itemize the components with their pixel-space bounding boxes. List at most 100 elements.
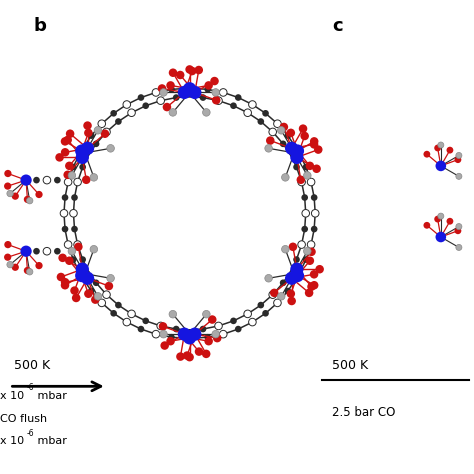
Circle shape bbox=[311, 210, 319, 217]
Circle shape bbox=[436, 161, 446, 171]
Circle shape bbox=[88, 132, 95, 139]
Text: -6: -6 bbox=[27, 383, 34, 392]
Circle shape bbox=[24, 196, 31, 203]
Circle shape bbox=[280, 280, 286, 286]
Circle shape bbox=[173, 326, 180, 332]
Circle shape bbox=[235, 94, 242, 101]
Circle shape bbox=[301, 194, 308, 201]
Circle shape bbox=[169, 310, 177, 318]
Circle shape bbox=[244, 109, 252, 117]
Circle shape bbox=[212, 89, 219, 96]
Circle shape bbox=[43, 176, 51, 184]
Circle shape bbox=[185, 353, 194, 361]
Circle shape bbox=[266, 137, 274, 145]
Circle shape bbox=[75, 145, 88, 158]
Circle shape bbox=[297, 175, 305, 184]
Circle shape bbox=[54, 248, 61, 255]
Circle shape bbox=[455, 228, 461, 234]
Circle shape bbox=[262, 110, 269, 117]
Circle shape bbox=[72, 294, 81, 302]
Circle shape bbox=[90, 246, 98, 253]
Circle shape bbox=[173, 94, 180, 101]
Circle shape bbox=[62, 226, 68, 232]
Circle shape bbox=[100, 129, 109, 138]
Circle shape bbox=[55, 153, 64, 162]
Circle shape bbox=[310, 137, 319, 146]
Circle shape bbox=[4, 182, 11, 190]
Circle shape bbox=[301, 132, 309, 140]
Circle shape bbox=[159, 322, 167, 331]
Circle shape bbox=[284, 132, 291, 139]
Circle shape bbox=[311, 194, 318, 201]
Circle shape bbox=[447, 218, 453, 225]
Text: 500 K: 500 K bbox=[14, 359, 50, 372]
Text: CO flush: CO flush bbox=[0, 414, 47, 424]
Circle shape bbox=[24, 267, 31, 274]
Circle shape bbox=[311, 226, 318, 232]
Circle shape bbox=[79, 256, 86, 263]
Circle shape bbox=[287, 128, 295, 137]
Circle shape bbox=[200, 94, 206, 101]
Text: x 10: x 10 bbox=[0, 436, 24, 446]
Circle shape bbox=[302, 210, 310, 217]
Circle shape bbox=[103, 128, 110, 136]
Circle shape bbox=[291, 145, 304, 158]
Circle shape bbox=[93, 140, 100, 147]
Circle shape bbox=[84, 290, 92, 298]
Circle shape bbox=[110, 310, 117, 317]
Circle shape bbox=[303, 247, 311, 255]
Circle shape bbox=[202, 350, 210, 358]
Circle shape bbox=[204, 81, 213, 90]
Circle shape bbox=[293, 256, 300, 263]
Circle shape bbox=[290, 151, 303, 164]
Circle shape bbox=[230, 102, 237, 109]
Circle shape bbox=[82, 175, 91, 184]
Circle shape bbox=[158, 84, 166, 93]
Circle shape bbox=[76, 263, 89, 276]
Circle shape bbox=[212, 330, 219, 338]
Circle shape bbox=[315, 265, 324, 273]
Circle shape bbox=[314, 146, 322, 154]
Circle shape bbox=[166, 81, 175, 90]
Circle shape bbox=[98, 299, 106, 307]
Circle shape bbox=[71, 226, 78, 232]
Circle shape bbox=[188, 67, 196, 75]
Circle shape bbox=[298, 241, 305, 248]
Circle shape bbox=[71, 194, 78, 201]
Circle shape bbox=[65, 256, 73, 265]
Circle shape bbox=[194, 66, 203, 74]
Circle shape bbox=[202, 109, 210, 116]
Circle shape bbox=[176, 71, 184, 79]
Circle shape bbox=[61, 137, 69, 146]
Circle shape bbox=[33, 248, 40, 255]
Circle shape bbox=[75, 269, 88, 282]
Text: -6: -6 bbox=[27, 428, 34, 438]
Circle shape bbox=[265, 145, 273, 152]
Circle shape bbox=[212, 96, 220, 104]
Text: c: c bbox=[332, 17, 342, 35]
Circle shape bbox=[289, 243, 297, 251]
Circle shape bbox=[270, 289, 279, 297]
Circle shape bbox=[79, 164, 86, 170]
Circle shape bbox=[183, 331, 196, 345]
Circle shape bbox=[423, 151, 430, 158]
Circle shape bbox=[123, 318, 130, 326]
Circle shape bbox=[43, 247, 51, 255]
Circle shape bbox=[188, 328, 201, 341]
Circle shape bbox=[204, 337, 213, 346]
Circle shape bbox=[310, 140, 319, 149]
Circle shape bbox=[202, 310, 210, 318]
Circle shape bbox=[160, 341, 169, 350]
Circle shape bbox=[160, 330, 167, 338]
Circle shape bbox=[185, 65, 194, 73]
Circle shape bbox=[107, 145, 114, 152]
Circle shape bbox=[307, 178, 315, 186]
Circle shape bbox=[163, 103, 171, 111]
Circle shape bbox=[68, 172, 76, 179]
Circle shape bbox=[257, 302, 264, 309]
Circle shape bbox=[307, 247, 316, 256]
Text: x 10: x 10 bbox=[0, 391, 24, 401]
Circle shape bbox=[178, 86, 191, 99]
Circle shape bbox=[105, 282, 113, 290]
Circle shape bbox=[306, 256, 314, 265]
